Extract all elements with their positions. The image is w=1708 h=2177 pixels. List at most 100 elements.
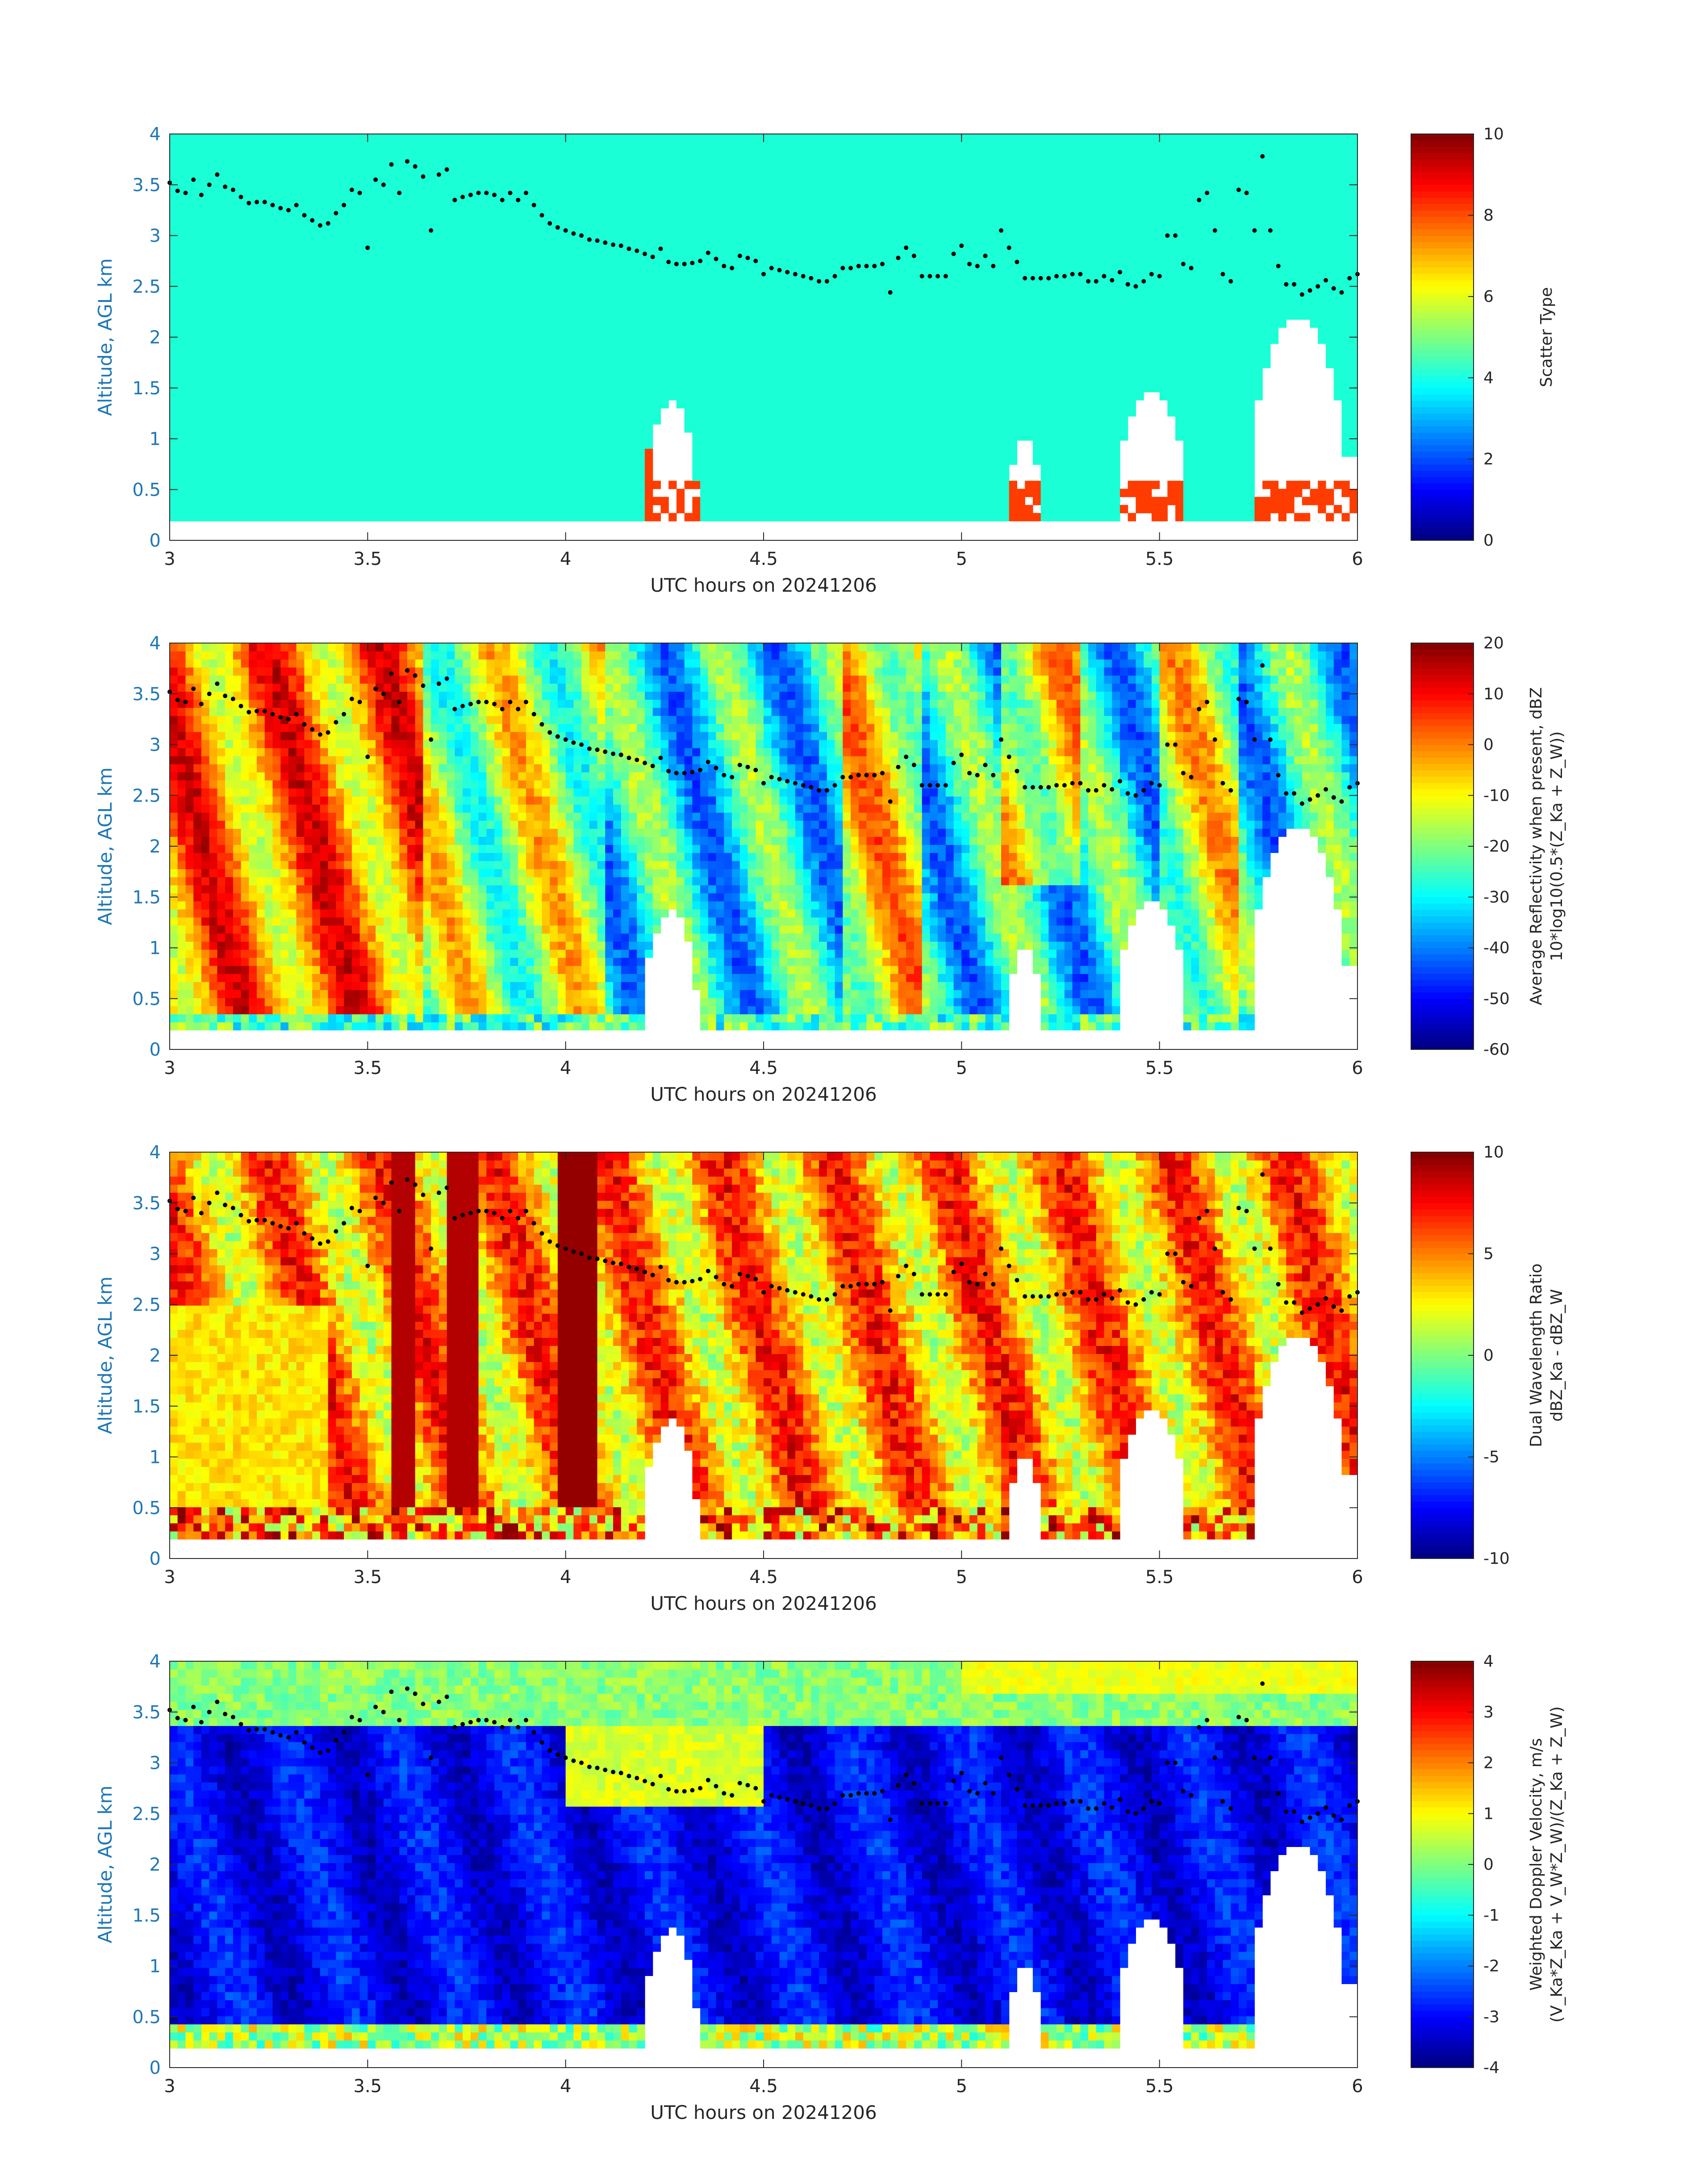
x-tick-label: 6: [1352, 1567, 1363, 1588]
melting-layer-point: [326, 1748, 330, 1753]
melting-layer-point: [761, 1799, 766, 1804]
melting-layer-point: [975, 1282, 980, 1287]
melting-layer-point: [1023, 276, 1027, 280]
melting-layer-point: [231, 697, 235, 701]
melting-layer-point: [1078, 272, 1082, 276]
melting-layer-point: [935, 783, 940, 788]
melting-layer-point: [1039, 785, 1043, 790]
melting-layer-point: [555, 1243, 560, 1248]
melting-layer-point: [413, 1183, 418, 1187]
melting-layer-point: [547, 221, 552, 226]
melting-layer-point: [199, 702, 204, 706]
melting-layer-point: [175, 1207, 180, 1211]
melting-layer-point: [389, 162, 394, 167]
y-tick-label: 1.5: [132, 887, 161, 908]
melting-layer-point: [175, 698, 180, 702]
melting-layer-point: [1276, 773, 1281, 777]
melting-layer-point: [1173, 1761, 1178, 1765]
melting-layer-point: [1244, 700, 1249, 704]
melting-layer-point: [579, 743, 584, 747]
y-tick-label: 0: [150, 1040, 161, 1060]
melting-layer-point: [698, 259, 702, 263]
x-axis-label: UTC hours on 20241206: [650, 2102, 877, 2123]
colorbar-tick-label: -60: [1483, 1040, 1510, 1059]
melting-layer-point: [271, 1221, 275, 1225]
colorbar-tick-label: 10: [1483, 1143, 1504, 1162]
melting-layer-point: [1070, 1290, 1075, 1295]
melting-layer-point: [864, 264, 869, 268]
melting-layer-point: [524, 1718, 528, 1722]
melting-layer-point: [714, 257, 718, 261]
melting-layer-point: [445, 677, 449, 681]
melting-layer-point: [1236, 697, 1241, 701]
melting-layer-point: [991, 264, 995, 268]
melting-layer-point: [421, 1193, 426, 1197]
melting-layer-point: [500, 1725, 505, 1730]
melting-layer-point: [1253, 1246, 1257, 1251]
melting-layer-point: [1023, 1294, 1027, 1299]
melting-layer-point: [516, 707, 520, 711]
melting-layer-point: [927, 783, 932, 788]
melting-layer-point: [468, 702, 473, 706]
melting-layer-point: [1134, 1302, 1138, 1307]
melting-layer-point: [785, 1288, 789, 1292]
melting-layer-point: [627, 1774, 631, 1778]
melting-layer-point: [682, 771, 687, 775]
melting-layer-point: [540, 722, 544, 727]
x-axis-label: UTC hours on 20241206: [650, 1083, 877, 1105]
melting-layer-point: [1300, 292, 1304, 297]
melting-layer-point: [476, 191, 481, 195]
melting-layer-point: [555, 225, 560, 230]
y-tick-label: 0: [150, 2058, 161, 2078]
melting-layer-point: [302, 1231, 307, 1236]
melting-layer-point: [373, 177, 378, 182]
melting-layer-point: [698, 768, 702, 772]
melting-layer-point: [635, 758, 639, 762]
melting-layer-point: [999, 737, 1003, 742]
melting-layer-point: [452, 198, 457, 202]
melting-layer-point: [508, 191, 513, 195]
colorbar-label: (V_Ka*Z_Ka + V_W*Z_W)/(Z_Ka + Z_W): [1548, 1706, 1566, 2022]
melting-layer-point: [184, 700, 188, 704]
melting-layer-point: [484, 1209, 489, 1213]
y-tick-label: 3: [150, 1244, 161, 1265]
melting-layer-point: [215, 172, 219, 177]
melting-layer-point: [547, 1748, 552, 1753]
melting-layer-point: [215, 681, 219, 686]
melting-layer-point: [381, 1710, 386, 1714]
melting-layer-point: [492, 193, 497, 197]
melting-layer-point: [793, 781, 798, 786]
melting-layer-point: [611, 752, 615, 756]
melting-layer-point: [840, 1284, 845, 1288]
melting-layer-point: [1244, 1209, 1249, 1213]
melting-layer-point: [278, 715, 283, 719]
melting-layer-point: [1110, 787, 1114, 792]
y-tick-label: 0.5: [132, 1498, 161, 1518]
melting-layer-point: [246, 201, 251, 205]
melting-layer-point: [516, 198, 520, 202]
melting-layer-point: [682, 1789, 687, 1793]
melting-layer-point: [1308, 288, 1312, 292]
melting-layer-point: [1054, 783, 1059, 788]
melting-layer-point: [777, 777, 782, 781]
melting-layer-point: [1157, 274, 1162, 279]
melting-layer-point: [722, 1791, 726, 1796]
melting-layer-point: [1126, 1300, 1130, 1305]
melting-layer-point: [595, 1257, 600, 1261]
melting-layer-point: [738, 254, 742, 258]
melting-layer-point: [1340, 1818, 1344, 1822]
y-tick-label: 3.5: [132, 1702, 161, 1723]
melting-layer-point: [231, 188, 235, 192]
melting-layer-point: [310, 1236, 314, 1241]
melting-layer-point: [888, 1818, 893, 1822]
melting-layer-point: [651, 1273, 655, 1277]
melting-layer-point: [1276, 1282, 1281, 1287]
melting-layer-point: [263, 709, 267, 713]
melting-layer-point: [619, 243, 623, 248]
melting-layer-point: [753, 1786, 758, 1790]
melting-layer-point: [358, 191, 362, 195]
melting-layer-point: [1031, 785, 1035, 790]
